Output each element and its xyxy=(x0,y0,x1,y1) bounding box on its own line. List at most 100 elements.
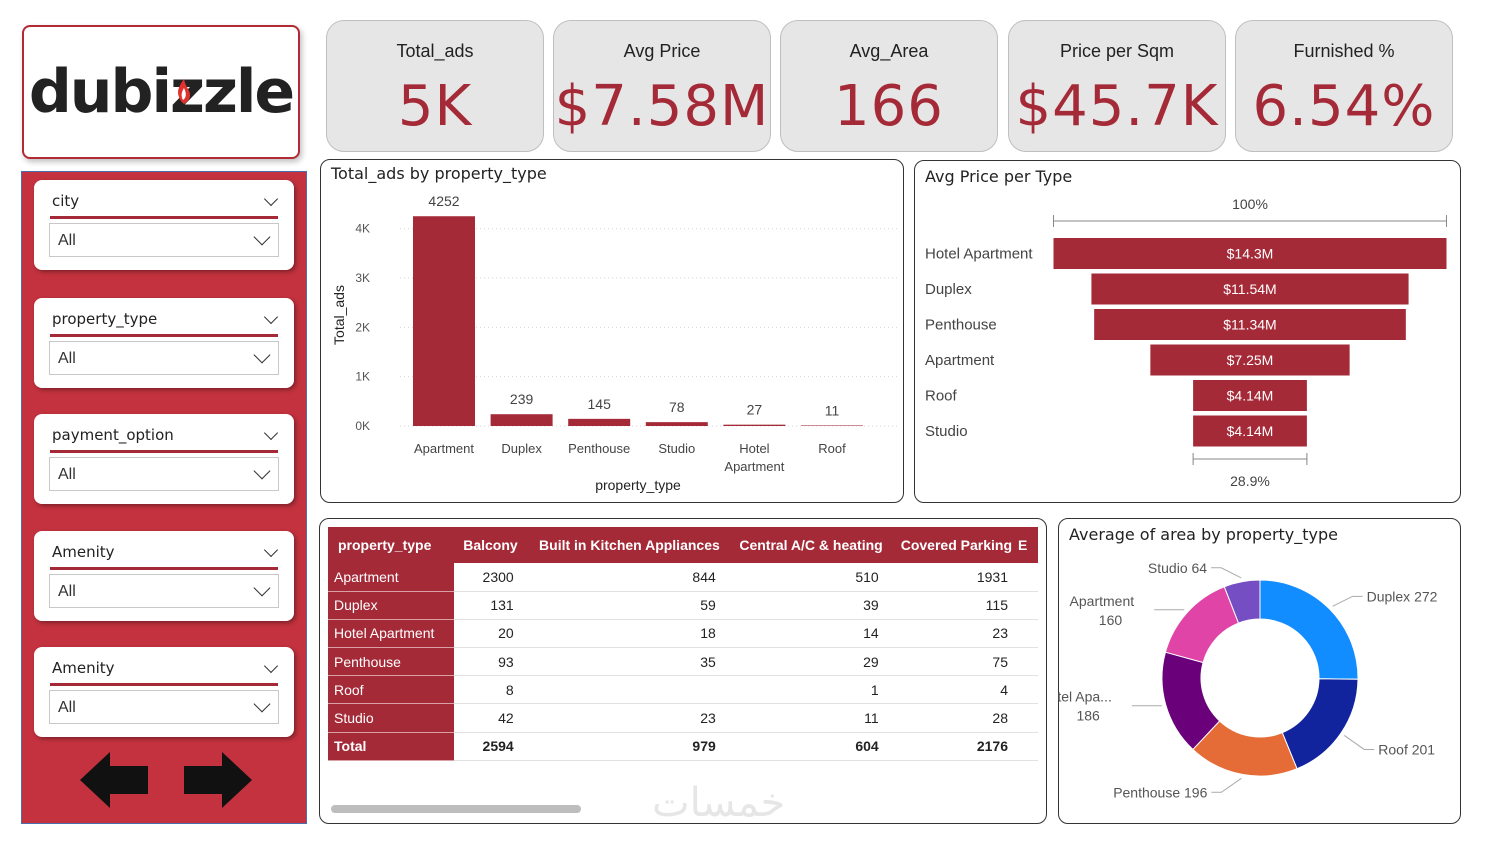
row-header: Duplex xyxy=(328,591,454,620)
arrow-right-icon[interactable] xyxy=(182,752,252,808)
donut-label: Penthouse 196 xyxy=(1113,784,1207,800)
bar-chart: 0K 1K 2K 3K 4K Total_ads property_type 4252 Apar… xyxy=(331,193,897,493)
table-cell: 604 xyxy=(725,732,889,761)
kpi-label: Furnished % xyxy=(1293,41,1395,61)
table-cell: 115 xyxy=(888,591,1018,620)
column-header[interactable]: Balcony xyxy=(454,527,524,563)
column-header[interactable]: Covered Parking xyxy=(888,527,1018,563)
table-cell xyxy=(1018,675,1038,705)
column-header[interactable]: Central A/C & heating xyxy=(725,527,889,563)
property-type-dropdown[interactable]: All xyxy=(49,341,279,375)
kpi-label: Avg_Area xyxy=(849,41,929,61)
table-cell: 29 xyxy=(725,647,889,677)
x-tick-label: Studio xyxy=(658,441,695,456)
chevron-down-icon[interactable] xyxy=(253,579,271,597)
data-label: 4252 xyxy=(428,193,459,209)
table-cell xyxy=(1018,619,1038,649)
table-cell: 1931 xyxy=(888,563,1018,592)
table-cell: 2594 xyxy=(454,732,524,761)
dropdown-value: All xyxy=(58,699,76,716)
funnel-value-label: $4.14M xyxy=(1227,388,1274,404)
bar xyxy=(490,414,553,426)
chevron-down-icon[interactable] xyxy=(253,695,271,713)
donut-label: 186 xyxy=(1076,708,1100,724)
payment-option-dropdown[interactable]: All xyxy=(49,457,279,491)
chevron-down-icon[interactable] xyxy=(263,542,279,558)
y-tick-label: 3K xyxy=(355,271,370,285)
chevron-down-icon[interactable] xyxy=(263,425,279,441)
amenity-dropdown[interactable]: All xyxy=(49,574,279,608)
data-label: 239 xyxy=(510,391,534,407)
table-cell: 510 xyxy=(725,563,889,592)
bar xyxy=(568,418,631,426)
leader-line xyxy=(1343,735,1375,750)
table-cell xyxy=(1018,647,1038,677)
table-cell: 11 xyxy=(725,703,889,733)
amenity-matrix: property_type Balcony Built in Kitchen A… xyxy=(328,527,1038,761)
kpi-label: Total_ads xyxy=(396,41,474,61)
kpi-value: 166 xyxy=(834,74,944,139)
dropdown-value: All xyxy=(58,350,76,367)
chevron-down-icon[interactable] xyxy=(263,309,279,325)
slicer-underline xyxy=(50,334,278,337)
chevron-down-icon[interactable] xyxy=(263,191,279,207)
arrow-left-icon[interactable] xyxy=(80,752,150,808)
funnel-bar xyxy=(1091,273,1409,305)
funnel-bar xyxy=(1150,344,1350,376)
horizontal-scrollbar[interactable] xyxy=(331,805,581,813)
funnel-value-label: $7.25M xyxy=(1227,352,1274,368)
donut-slice xyxy=(1281,678,1359,770)
donut-label: Hotel Apa... xyxy=(1058,689,1112,705)
slicer-title: Amenity xyxy=(52,543,115,561)
funnel-value-label: $14.3M xyxy=(1227,246,1274,262)
funnel-category-label: Roof xyxy=(925,388,958,405)
funnel-value-label: $4.14M xyxy=(1227,423,1274,439)
bar xyxy=(801,425,863,426)
watermark: خمسات xyxy=(652,780,786,826)
slicer-city: city All xyxy=(34,180,294,270)
table-row: Duplex 131 59 39 115 xyxy=(328,591,1038,620)
column-header[interactable]: Built in Kitchen Appliances xyxy=(523,527,726,563)
chevron-down-icon[interactable] xyxy=(253,346,271,364)
funnel-top-label: 100% xyxy=(1232,196,1268,212)
kpi-value: $7.58M xyxy=(554,74,770,139)
data-label: 27 xyxy=(747,402,763,418)
slicer-underline xyxy=(50,567,278,570)
donut-chart: Duplex 272 Roof 201 Penthouse 196 Hotel Apa… xyxy=(1058,560,1438,801)
table-cell: 2300 xyxy=(454,563,524,592)
table-cell: 93 xyxy=(454,647,524,677)
chevron-down-icon[interactable] xyxy=(263,658,279,674)
chevron-down-icon[interactable] xyxy=(253,462,271,480)
data-label: 145 xyxy=(588,396,612,412)
funnel-category-label: Apartment xyxy=(925,352,995,369)
slicer-underline xyxy=(50,216,278,219)
table-cell xyxy=(1018,732,1038,761)
chevron-down-icon[interactable] xyxy=(253,228,271,246)
amenity-dropdown-2[interactable]: All xyxy=(49,690,279,724)
slicer-payment-option: payment_option All xyxy=(34,414,294,504)
column-header[interactable]: property_type xyxy=(328,527,454,563)
table-row: Hotel Apartment 20 18 14 23 xyxy=(328,619,1038,649)
city-dropdown[interactable]: All xyxy=(49,223,279,257)
dropdown-value: All xyxy=(58,466,76,483)
table-cell: 75 xyxy=(888,647,1018,677)
table-row: Roof 8 1 4 xyxy=(328,675,1038,705)
y-tick-label: 1K xyxy=(355,370,370,384)
table-row: Penthouse 93 35 29 75 xyxy=(328,647,1038,677)
y-tick-label: 2K xyxy=(355,320,370,334)
slicer-title: city xyxy=(52,192,80,210)
table-cell xyxy=(1018,703,1038,733)
kpi-label: Price per Sqm xyxy=(1059,41,1175,61)
table-cell xyxy=(1018,563,1038,592)
table-cell: 4 xyxy=(888,675,1018,705)
table-cell: 35 xyxy=(523,647,726,677)
column-header[interactable]: E xyxy=(1018,527,1038,563)
chart-title: Total_ads by property_type xyxy=(331,164,547,183)
x-tick-label: Roof xyxy=(818,441,846,456)
leader-line xyxy=(1211,567,1242,579)
slicer-amenity-2: Amenity All xyxy=(34,647,294,737)
table-cell: 20 xyxy=(454,619,524,649)
table-cell: 23 xyxy=(523,703,726,733)
funnel-bar xyxy=(1193,415,1307,447)
kpi-price-per-sqm: Price per Sqm $45.7K xyxy=(1008,20,1226,152)
